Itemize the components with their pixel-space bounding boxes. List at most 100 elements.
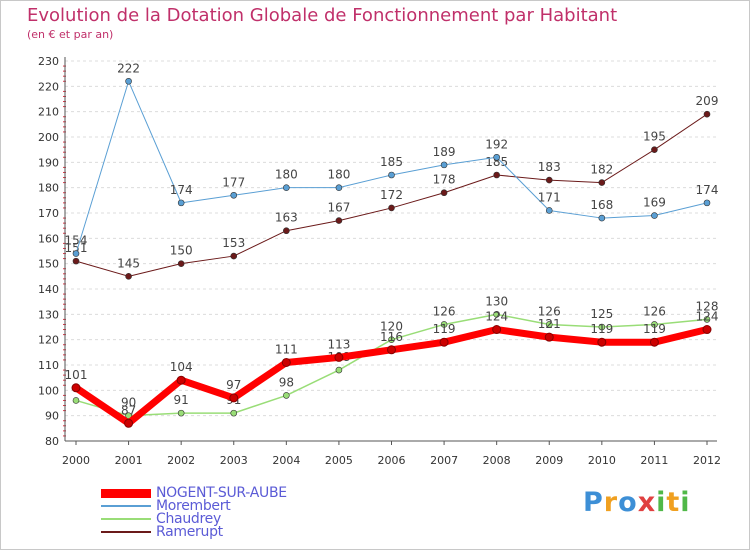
x-tick-label: 2008	[483, 454, 511, 467]
y-tick-label: 110	[38, 359, 59, 372]
x-tick-label: 2007	[430, 454, 458, 467]
data-point-chaudrey	[598, 323, 606, 331]
data-point-ramerupt	[440, 189, 448, 197]
y-tick-label: 230	[38, 55, 59, 68]
y-tick-label: 210	[38, 106, 59, 119]
data-label-ramerupt: 153	[222, 236, 245, 250]
data-label-ramerupt: 183	[538, 160, 561, 174]
x-tick-label: 2005	[325, 454, 353, 467]
data-point-morembert	[230, 191, 238, 199]
data-label-ramerupt: 172	[380, 188, 403, 202]
data-point-morembert	[125, 77, 132, 85]
y-tick-label: 190	[38, 156, 59, 169]
y-tick-label: 170	[38, 207, 59, 220]
data-label-chaudrey: 130	[485, 294, 508, 308]
data-label-chaudrey: 91	[174, 393, 189, 407]
data-point-ramerupt	[125, 273, 132, 280]
data-point-morembert	[493, 153, 500, 161]
data-point-morembert	[651, 212, 658, 219]
legend-item: Morembert	[101, 498, 361, 514]
x-tick-label: 2011	[640, 454, 668, 467]
data-point-nogent-sur-aube	[702, 325, 712, 335]
data-label-chaudrey: 128	[696, 299, 719, 313]
data-point-nogent-sur-aube	[544, 332, 554, 342]
data-point-nogent-sur-aube	[439, 337, 449, 347]
data-label-ramerupt: 195	[643, 130, 666, 144]
data-label-nogent-sur-aube: 124	[696, 310, 719, 324]
data-label-morembert: 222	[117, 61, 140, 75]
data-point-chaudrey	[493, 311, 500, 318]
data-label-morembert: 168	[590, 198, 613, 212]
data-label-ramerupt: 209	[696, 94, 719, 108]
data-point-ramerupt	[177, 260, 185, 267]
data-point-morembert	[598, 214, 606, 222]
data-label-ramerupt: 145	[117, 256, 140, 270]
x-tick-label: 2004	[272, 454, 300, 467]
data-label-morembert: 174	[170, 183, 193, 197]
y-tick-label: 90	[45, 410, 59, 423]
data-point-nogent-sur-aube	[229, 393, 239, 403]
data-point-ramerupt	[283, 227, 290, 235]
data-point-morembert	[388, 171, 395, 179]
data-label-chaudrey: 98	[279, 375, 294, 389]
legend-swatch	[101, 505, 151, 507]
data-label-morembert: 174	[696, 183, 719, 197]
data-point-chaudrey	[703, 316, 711, 323]
data-label-nogent-sur-aube: 121	[538, 317, 561, 331]
data-point-chaudrey	[72, 397, 80, 404]
data-label-ramerupt: 167	[327, 201, 350, 215]
data-point-chaudrey	[651, 321, 658, 328]
data-label-chaudrey: 125	[590, 307, 613, 321]
data-label-ramerupt: 163	[275, 211, 298, 225]
logo-letter: x	[637, 487, 657, 518]
y-tick-label: 200	[38, 131, 59, 144]
data-point-nogent-sur-aube	[649, 337, 659, 347]
x-tick-label: 2002	[167, 454, 195, 467]
legend-item: Ramerupt	[101, 524, 361, 540]
data-label-morembert: 154	[65, 234, 88, 248]
data-label-nogent-sur-aube: 119	[433, 322, 456, 336]
data-point-nogent-sur-aube	[334, 352, 344, 362]
data-label-chaudrey: 126	[643, 304, 666, 318]
data-label-nogent-sur-aube: 116	[380, 330, 403, 344]
legend-label: NOGENT-SUR-AUBE	[156, 485, 287, 501]
y-tick-label: 220	[38, 80, 59, 93]
logo-letter: t	[666, 487, 681, 518]
data-label-chaudrey: 126	[433, 304, 456, 318]
data-label-ramerupt: 182	[590, 163, 613, 177]
proxiti-logo: Proxiti	[583, 487, 691, 518]
data-point-morembert	[283, 184, 290, 191]
data-point-nogent-sur-aube	[71, 383, 81, 393]
x-tick-label: 2006	[378, 454, 406, 467]
y-tick-label: 120	[38, 334, 59, 347]
logo-letter: r	[603, 487, 619, 518]
data-point-nogent-sur-aube	[597, 337, 607, 347]
data-point-ramerupt	[545, 176, 553, 184]
y-tick-label: 150	[38, 258, 59, 271]
data-label-morembert: 177	[222, 175, 245, 189]
data-point-morembert	[72, 250, 80, 257]
data-point-ramerupt	[388, 204, 395, 212]
data-point-chaudrey	[545, 321, 553, 328]
x-tick-label: 2010	[588, 454, 616, 467]
data-point-morembert	[177, 199, 185, 207]
data-point-ramerupt	[493, 171, 500, 179]
data-point-ramerupt	[72, 257, 80, 265]
data-point-ramerupt	[703, 110, 711, 118]
data-point-ramerupt	[651, 146, 658, 153]
data-label-nogent-sur-aube: 87	[121, 403, 136, 417]
data-label-morembert: 171	[538, 190, 561, 204]
line-chart: 8090100110120130140150160170180190200210…	[38, 55, 721, 467]
data-label-nogent-sur-aube: 113	[327, 337, 350, 351]
chart-title: Evolution de la Dotation Globale de Fonc…	[27, 5, 618, 26]
data-label-chaudrey: 120	[380, 320, 403, 334]
data-point-nogent-sur-aube	[492, 325, 502, 335]
data-point-morembert	[545, 207, 553, 214]
data-label-ramerupt: 151	[65, 241, 88, 255]
data-label-nogent-sur-aube: 119	[643, 322, 666, 336]
x-tick-label: 2000	[62, 454, 90, 467]
legend-swatch	[101, 488, 151, 498]
y-tick-label: 180	[38, 182, 59, 195]
data-point-nogent-sur-aube	[176, 375, 186, 385]
